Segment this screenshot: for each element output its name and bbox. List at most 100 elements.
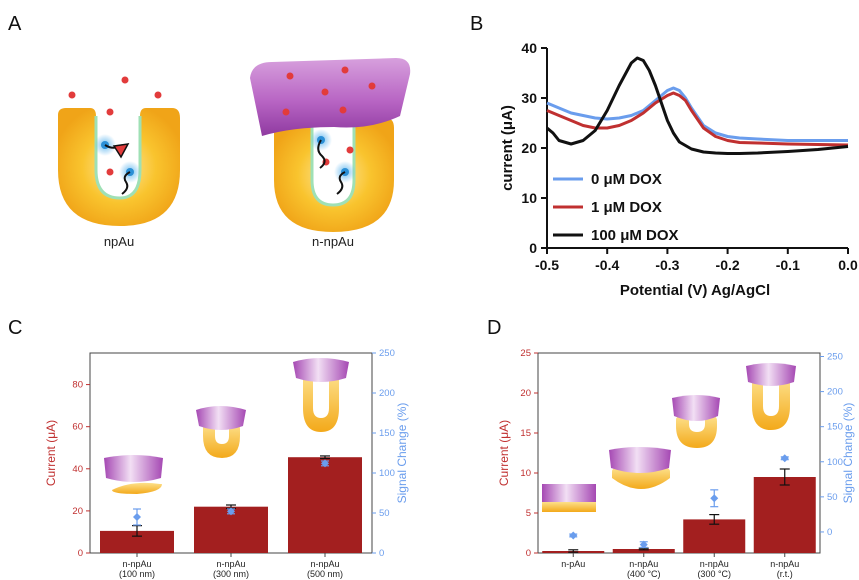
signal-change-point [780,454,789,463]
gold-mini-icon [203,424,240,458]
dox-molecule [106,108,114,116]
cap-mini-icon [609,447,671,473]
y-tick-right-label: 50 [379,508,390,519]
cap-mini-icon [672,395,720,421]
dox-molecule [282,108,290,116]
x-tick-label: -0.1 [776,257,800,273]
gold-mini-icon [612,468,670,489]
cap-mini-icon [293,358,349,382]
category-label: n-npAu [310,559,339,569]
bar [288,457,362,553]
y-axis-label-left-c: Current (μA) [44,420,58,486]
y-tick-right-label: 200 [827,387,843,398]
dox-molecule [68,91,76,99]
signal-change-point [569,531,578,540]
pore-lining [94,116,142,200]
plot-frame-d [537,352,821,554]
cap-mini-icon [746,363,796,386]
category-label: n-pAu [561,559,585,569]
aptamer-strand-icon [317,139,326,169]
gold-mini-icon [542,502,596,512]
x-tick-label: -0.5 [535,257,559,273]
bound-target-icon [112,143,130,159]
gold-mini-icon [752,378,790,430]
dox-molecule [154,91,162,99]
y-tick-right-label: 150 [827,422,843,433]
gold-pore-npau [58,108,180,226]
schematic-icons-d [542,363,796,512]
category-label: n-npAu [216,559,245,569]
panel-label-d: D [487,317,501,339]
y-tick-right-label: 250 [379,348,395,359]
panel-label-a: A [8,13,22,35]
y-tick-right-label: 250 [827,352,843,363]
gold-mini-icon [303,374,339,432]
chart-b: Potential (V) Ag/AgCl current (μA) -0.5 -… [499,40,858,299]
category-label: n-npAu [770,559,799,569]
x-tick-label: -0.4 [595,257,619,273]
cap-mini-icon [542,484,596,502]
gold-pore-n-npau [274,118,394,232]
chart-d: Current (μA) Signal Change (%) 0 5 10 15 20 2… [497,348,855,579]
bar [100,530,174,553]
category-sublabel: (500 nm) [307,569,343,579]
y-tick-label: 30 [521,90,537,106]
category-label: n-npAu [700,559,729,569]
cap-mini-icon [104,455,163,482]
n-npau-schematic: n-npAu [250,58,411,249]
y-tick-right-label: 100 [827,457,843,468]
label-npau: npAu [104,234,134,249]
signal-change-point [133,513,141,521]
y-tick-left-label: 60 [72,422,83,433]
y-tick-left-label: 0 [78,548,83,559]
series-line [546,91,849,147]
y-tick-right-label: 0 [827,527,832,538]
dox-molecule [286,72,294,80]
dox-molecule [346,146,354,154]
y-tick-left-label: 25 [520,348,531,359]
series-line [546,86,848,142]
pore-lining [310,126,356,207]
y-tick-right-label: 200 [379,388,395,399]
dox-molecule [321,88,329,96]
bar [753,477,816,553]
x-tick-label: -0.2 [716,257,740,273]
signal-change-point [639,540,648,549]
y-tick-left-label: 0 [526,548,531,559]
gold-mini-icon [676,416,717,448]
schematic-icons-c [104,358,349,494]
y-tick-left-label: 80 [72,380,83,391]
dox-molecule [368,82,376,90]
y-tick-left-label: 10 [520,468,531,479]
y-tick-label: 20 [521,140,537,156]
bar [612,549,675,553]
dox-molecule [106,168,114,176]
y-axis-label-right-d: Signal Change (%) [841,403,855,504]
y-tick-left-label: 20 [520,388,531,399]
npau-schematic: npAu [58,76,180,249]
y-tick-left-label: 20 [72,506,83,517]
aptamer-strand-icon [336,171,346,195]
signal-change-point [227,507,235,516]
x-tick-label: -0.3 [655,257,679,273]
bar [683,519,746,553]
y-tick-label: 40 [521,40,537,56]
y-tick-left-label: 15 [520,428,531,439]
y-tick-left-label: 40 [72,464,83,475]
signal-change-point [710,494,719,503]
category-label: n-npAu [122,559,151,569]
dox-molecule [339,106,347,114]
panel-label-c: C [8,317,22,339]
y-tick-right-label: 150 [379,428,395,439]
y-tick-label: 0 [529,240,537,256]
label-n-npau: n-npAu [312,234,354,249]
aptamer-strand-icon [121,171,131,195]
legend-label: 1 μM DOX [591,199,662,216]
legend-label: 100 μM DOX [591,227,679,244]
panel-label-b: B [470,13,483,35]
gold-mini-icon [112,482,162,494]
category-sublabel: (100 nm) [119,569,155,579]
y-tick-right-label: 100 [379,468,395,479]
legend-label: 0 μM DOX [591,171,662,188]
